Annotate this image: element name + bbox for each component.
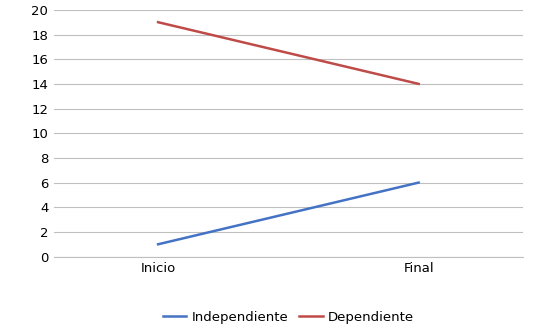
Legend: Independiente, Dependiente: Independiente, Dependiente bbox=[157, 305, 419, 329]
